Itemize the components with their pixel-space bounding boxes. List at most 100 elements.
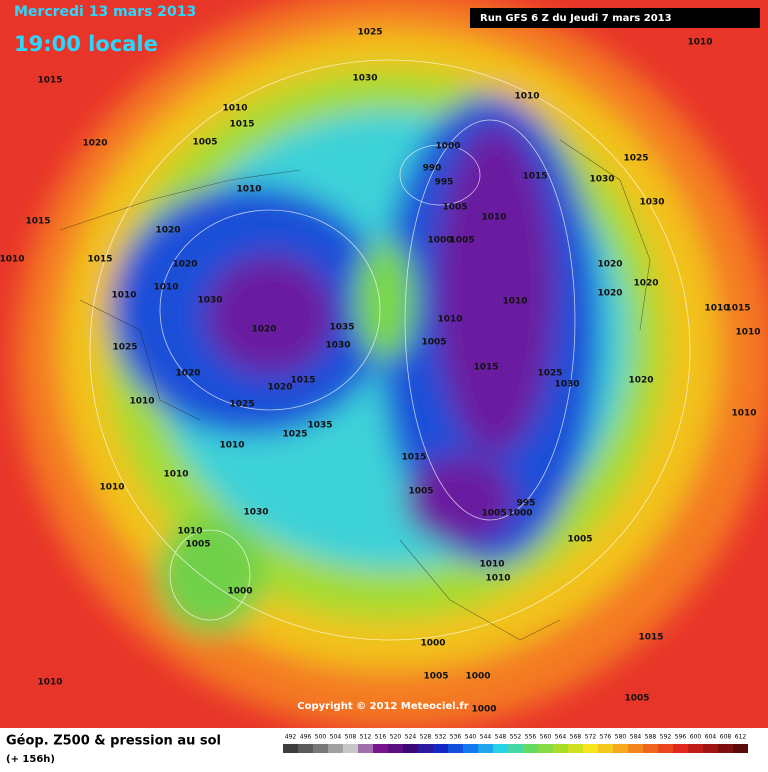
pressure-label: 1035 [329,323,354,333]
pressure-label: 1015 [638,633,663,643]
scale-label: 572 [585,734,597,741]
pressure-label: 1005 [442,203,467,213]
time: 19:00 locale [14,32,158,56]
pressure-label: 1020 [633,279,658,289]
scale-label: 504 [330,734,342,741]
scale-label: 536 [450,734,462,741]
pressure-labels: 1025 1010 1015 1030 1010 1010 1015 1005 1020 1000… [0,28,761,715]
scale-label: 544 [480,734,492,741]
map-field [0,0,768,730]
pressure-label: 1020 [82,139,107,149]
scale-swatch [703,744,718,753]
scale-swatch [523,744,538,753]
pressure-label: 1000 [420,639,445,649]
scale-swatch [568,744,583,753]
scale-label: 548 [495,734,507,741]
scale-label: 584 [630,734,642,741]
pressure-label: 1025 [623,154,648,164]
scale-label: 560 [540,734,552,741]
scale-swatch [343,744,358,753]
scale-swatch [328,744,343,753]
pressure-label: 1025 [537,369,562,379]
scale-label: 540 [465,734,477,741]
pressure-label: 1000 [427,236,452,246]
scale-label: 500 [315,734,327,741]
scale-label: 528 [420,734,432,741]
scale-label: 508 [345,734,357,741]
pressure-label: 1015 [725,304,750,314]
scale-swatch [643,744,658,753]
scale-swatch [313,744,328,753]
pressure-label: 1005 [449,236,474,246]
scale-swatch [688,744,703,753]
scale-swatch [553,744,568,753]
scale-label: 608 [720,734,732,741]
pressure-label: 1020 [267,383,292,393]
pressure-label: 1015 [25,217,50,227]
pressure-label: 1010 [502,297,527,307]
scale-swatch [448,744,463,753]
scale-swatch [388,744,403,753]
pressure-label: 1035 [307,421,332,431]
pressure-label: 995 [435,178,454,188]
pressure-label: 1005 [192,138,217,148]
pressure-label: 1030 [589,175,614,185]
pressure-label: 1010 [481,213,506,223]
pressure-label: 990 [423,164,442,174]
scale-swatch [628,744,643,753]
scale-swatch [463,744,478,753]
scale-swatch [403,744,418,753]
scale-label: 576 [600,734,612,741]
scale-swatch [508,744,523,753]
scale-swatch [673,744,688,753]
scale-swatch [718,744,733,753]
scale-label: 596 [675,734,687,741]
pressure-label: 1000 [465,672,490,682]
pressure-label: 1010 [687,38,712,48]
scale-label: 592 [660,734,672,741]
scale-label: 524 [405,734,417,741]
pressure-label: 1010 [479,560,504,570]
pressure-label: 1010 [0,255,25,265]
copyright: Copyright © 2012 Meteociel.fr [297,701,468,712]
scale-swatch [283,744,298,753]
pressure-label: 1010 [37,678,62,688]
scale-swatch [478,744,493,753]
pressure-label: 1005 [408,487,433,497]
scale-label: 604 [705,734,717,741]
scale-label: 588 [645,734,657,741]
pressure-label: 1015 [87,255,112,265]
scale-label: 612 [735,734,747,741]
pressure-label: 1005 [481,509,506,519]
pressure-label: 1005 [423,672,448,682]
pressure-label: 1010 [236,185,261,195]
scale-label: 556 [525,734,537,741]
pressure-label: 1010 [129,397,154,407]
pressure-label: 1020 [251,325,276,335]
pressure-label: 1010 [514,92,539,102]
scale-label: 516 [375,734,387,741]
pressure-label: 1010 [222,104,247,114]
pressure-label: 1020 [628,376,653,386]
run-box [470,8,760,28]
scale-swatch [493,744,508,753]
run: Run GFS 6 Z du Jeudi 7 mars 2013 [480,13,672,24]
scale-swatch [583,744,598,753]
scale-label: 568 [570,734,582,741]
pressure-label: 1020 [172,260,197,270]
pressure-label: 1000 [507,509,532,519]
scale-swatch [658,744,673,753]
scale-swatch [598,744,613,753]
pressure-label: 1010 [99,483,124,493]
pressure-label: 1005 [421,338,446,348]
scale-label: 532 [435,734,447,741]
pressure-label: 1015 [229,120,254,130]
pressure-label: 1030 [325,341,350,351]
pressure-label: 1005 [185,540,210,550]
scale-label: 552 [510,734,522,741]
pressure-label: 1020 [597,289,622,299]
pressure-label: 1010 [153,283,178,293]
scale-swatch [373,744,388,753]
pressure-label: 1005 [624,694,649,704]
color-scale: 492 496 500 504 508 512 516 520 524 528 532 536 540 5… [283,734,748,753]
